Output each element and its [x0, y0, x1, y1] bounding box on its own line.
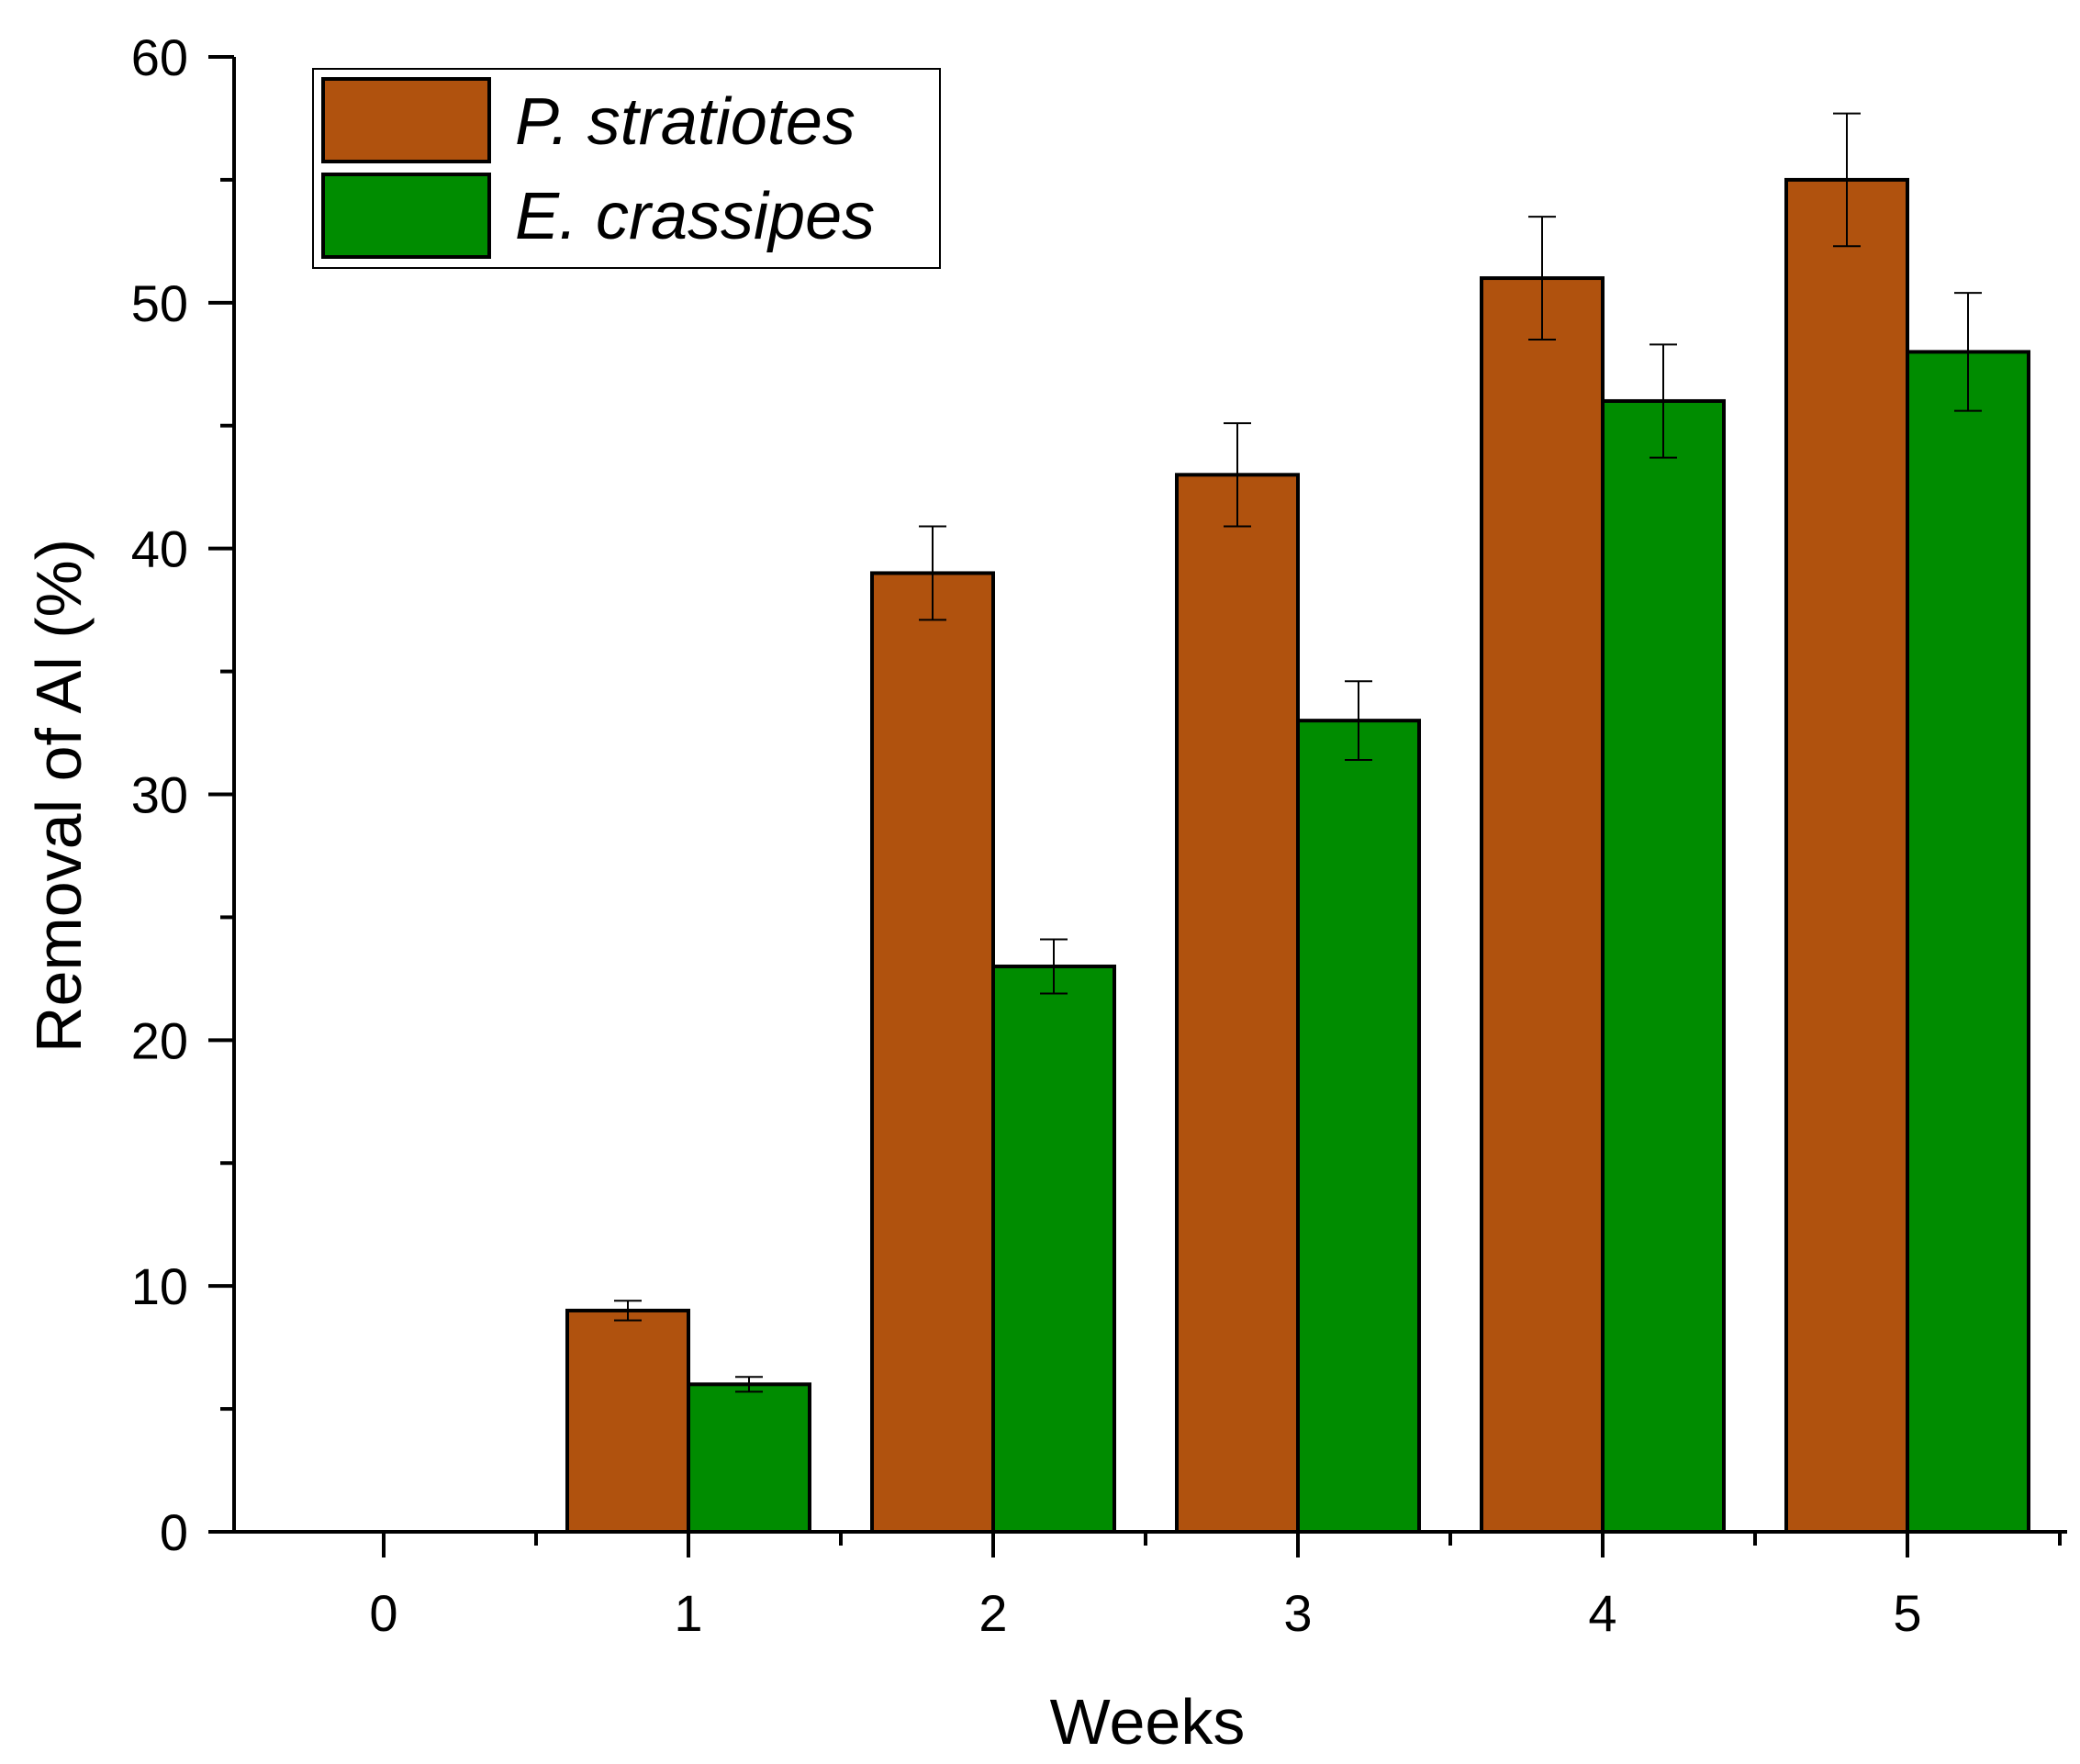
- error-bar-p-stratiotes-week-5: [1833, 112, 1861, 248]
- x-tick-label-1: 1: [674, 1584, 702, 1642]
- error-bar-e-crassipes-week-2: [1040, 938, 1068, 995]
- legend-swatch-p-stratiotes: [321, 77, 491, 163]
- bar-e-crassipes-week-1: [687, 1382, 811, 1535]
- x-axis-title: Weeks: [1050, 1686, 1246, 1758]
- bar-e-crassipes-week-3: [1296, 719, 1421, 1534]
- y-tick-label-50: 50: [131, 274, 188, 332]
- bars-layer: [565, 177, 2030, 1535]
- y-tick-label-10: 10: [131, 1257, 188, 1315]
- legend-swatch-e-crassipes: [321, 173, 491, 259]
- error-bar-e-crassipes-week-5: [1954, 292, 1982, 412]
- y-tick-label-60: 60: [131, 28, 188, 86]
- error-bar-p-stratiotes-week-3: [1224, 422, 1251, 528]
- legend-label-e-crassipes: E. crassipes: [515, 180, 875, 253]
- x-ticks-layer: 0 1 2 3 4 5: [369, 1532, 2062, 1642]
- y-ticks-layer: 0 10 20 30 40 50 60: [131, 28, 234, 1561]
- error-bar-p-stratiotes-week-2: [919, 525, 946, 621]
- bar-e-crassipes-week-2: [991, 964, 1116, 1534]
- bar-p-stratiotes-week-5: [1784, 177, 1909, 1535]
- bar-p-stratiotes-week-3: [1175, 473, 1300, 1534]
- bar-p-stratiotes-week-1: [565, 1308, 690, 1534]
- bar-p-stratiotes-week-4: [1480, 276, 1605, 1534]
- x-tick-label-0: 0: [369, 1584, 397, 1642]
- y-axis-title: Removal of Al (%): [23, 539, 95, 1053]
- bar-e-crassipes-week-5: [1906, 350, 2030, 1534]
- error-bars-layer: [614, 112, 1982, 1393]
- error-bar-e-crassipes-week-3: [1345, 680, 1372, 762]
- error-bar-e-crassipes-week-4: [1649, 343, 1677, 459]
- y-tick-label-30: 30: [131, 766, 188, 824]
- legend: P. stratiotes E. crassipes: [312, 68, 941, 269]
- error-bar-e-crassipes-week-1: [735, 1376, 763, 1393]
- x-tick-label-4: 4: [1588, 1584, 1616, 1642]
- y-tick-label-40: 40: [131, 520, 188, 578]
- legend-label-p-stratiotes: P. stratiotes: [515, 85, 855, 159]
- error-bar-p-stratiotes-week-4: [1528, 216, 1556, 341]
- x-tick-label-3: 3: [1283, 1584, 1312, 1642]
- bar-e-crassipes-week-4: [1601, 398, 1726, 1534]
- y-tick-label-0: 0: [160, 1503, 188, 1561]
- error-bar-p-stratiotes-week-1: [614, 1300, 642, 1322]
- x-tick-label-5: 5: [1893, 1584, 1921, 1642]
- bar-p-stratiotes-week-2: [870, 571, 995, 1535]
- y-tick-label-20: 20: [131, 1011, 188, 1069]
- x-tick-label-2: 2: [978, 1584, 1007, 1642]
